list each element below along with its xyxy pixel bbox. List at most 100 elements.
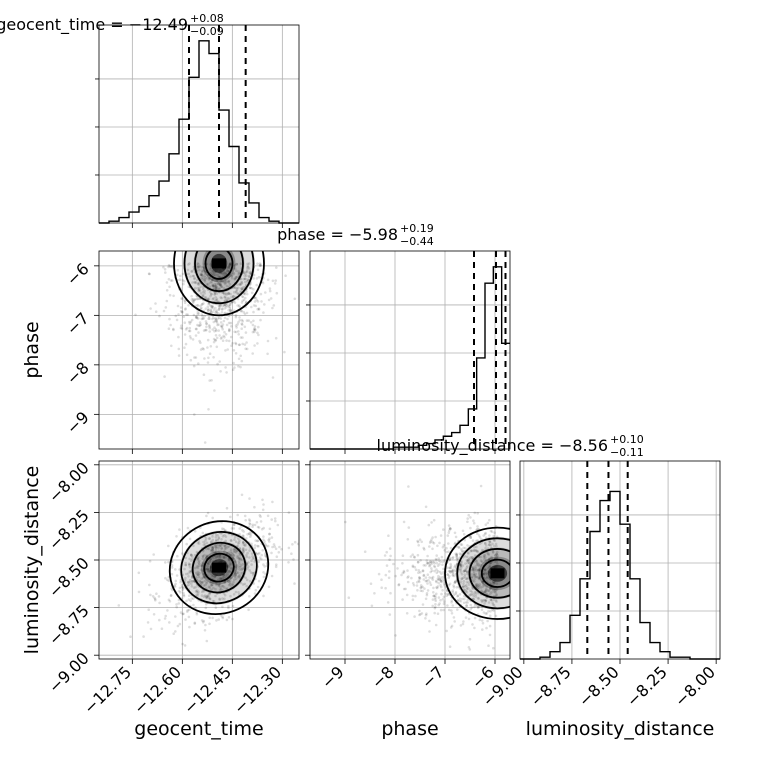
phase_vs_luminosity_distance-point — [443, 559, 446, 562]
geocent_time_vs_phase-point — [209, 268, 212, 271]
geocent_time_vs_phase-point — [239, 354, 242, 358]
phase_vs_luminosity_distance-point — [438, 577, 441, 581]
geocent_time_vs_luminosity_distance-point — [268, 532, 271, 536]
phase_vs_luminosity_distance-point — [460, 560, 463, 563]
phase_vs_luminosity_distance-point — [476, 605, 480, 609]
phase_vs_luminosity_distance-point — [483, 584, 486, 587]
phase_vs_luminosity_distance-point — [482, 611, 486, 614]
geocent_time_vs_luminosity_distance-point — [184, 561, 187, 565]
phase_vs_luminosity_distance-point — [471, 539, 475, 542]
phase_vs_luminosity_distance-point — [462, 588, 466, 591]
geocent_time_vs_phase-point — [227, 266, 231, 269]
geocent_time_vs_luminosity_distance-point — [202, 576, 205, 580]
geocent_time_vs_luminosity_distance-point — [173, 585, 177, 588]
geocent_time_vs_phase-point — [252, 310, 255, 314]
geocent_time_vs_luminosity_distance-point — [208, 592, 211, 596]
geocent_time_vs_luminosity_distance-point — [261, 549, 265, 552]
geocent_time_vs_phase-point — [226, 348, 229, 351]
geocent_time_vs_luminosity_distance-point — [223, 586, 226, 589]
phase_vs_luminosity_distance-point — [476, 527, 479, 531]
phase_vs_luminosity_distance-point — [466, 565, 469, 568]
phase_vs_luminosity_distance-point — [480, 600, 484, 604]
phase_vs_luminosity_distance-point — [464, 569, 468, 572]
geocent_time_vs_luminosity_distance-point — [216, 538, 220, 542]
geocent_time_vs_luminosity_distance-point — [262, 535, 265, 538]
geocent_time_vs_phase-point — [230, 274, 234, 278]
geocent_time_vs_luminosity_distance-point — [241, 534, 245, 537]
geocent_time_vs_luminosity_distance-point — [223, 545, 227, 548]
phase_vs_luminosity_distance-point — [441, 560, 445, 564]
phase_vs_luminosity_distance-point — [431, 547, 434, 551]
phase_vs_luminosity_distance-point — [456, 608, 459, 611]
phase_vs_luminosity_distance-point — [431, 578, 435, 581]
geocent_time_vs_phase-point — [213, 389, 216, 392]
geocent_time_vs_luminosity_distance-point — [214, 533, 218, 536]
geocent_time_vs_luminosity_distance-point — [209, 558, 212, 561]
geocent_time_vs_phase-point — [215, 297, 219, 301]
phase_vs_luminosity_distance-point — [402, 520, 406, 524]
phase_vs_luminosity_distance-point — [420, 540, 424, 544]
phase_vs_luminosity_distance-point — [487, 610, 490, 613]
phase_vs_luminosity_distance-point — [433, 594, 437, 598]
geocent_time_vs_phase-point — [228, 305, 231, 308]
phase_vs_luminosity_distance-point — [416, 560, 420, 564]
geocent_time_vs_luminosity_distance-point — [240, 571, 244, 575]
geocent_time_vs_phase-point — [180, 327, 184, 330]
geocent_time_vs_phase-point — [259, 263, 262, 267]
geocent_time_vs_phase-point — [227, 309, 230, 312]
geocent_time_vs_luminosity_distance-point — [226, 545, 229, 549]
geocent_time_vs_phase-point — [247, 319, 251, 322]
phase_vs_luminosity_distance-point — [467, 587, 470, 590]
geocent_time_vs_phase-point — [195, 316, 199, 320]
geocent_time_vs_phase-point — [209, 263, 212, 266]
phase_vs_luminosity_distance-point — [482, 582, 485, 586]
geocent_time_vs_phase-contour-group — [173, 251, 265, 317]
phase_vs_luminosity_distance-point — [431, 536, 434, 539]
geocent_time_vs_luminosity_distance-point — [273, 517, 277, 520]
geocent_time_vs_phase-point — [194, 315, 198, 319]
geocent_time_vs_phase-point — [222, 270, 226, 274]
phase_vs_luminosity_distance-point — [463, 538, 467, 542]
geocent_time_vs_luminosity_distance-point — [251, 557, 255, 561]
geocent_time_vs_luminosity_distance-point — [221, 565, 224, 569]
geocent_time_vs_phase-point — [203, 280, 207, 283]
geocent_time_vs_phase-point — [222, 287, 226, 290]
geocent_time_vs_luminosity_distance-point — [225, 551, 229, 555]
geocent_time_vs_luminosity_distance-point — [178, 568, 181, 571]
phase_vs_luminosity_distance-point — [471, 568, 475, 571]
geocent_time_vs_phase-point — [213, 273, 217, 277]
geocent_time_vs_phase-point — [216, 362, 219, 366]
phase_vs_luminosity_distance-point — [493, 531, 496, 534]
phase_vs_luminosity_distance-point — [442, 543, 446, 547]
phase_vs_luminosity_distance-point — [467, 558, 471, 561]
phase_vs_luminosity_distance-point — [465, 604, 468, 607]
geocent_time_vs_phase-point — [239, 309, 243, 313]
geocent_time_vs_luminosity_distance-point — [234, 573, 237, 576]
geocent_time_vs_luminosity_distance-point — [257, 526, 261, 529]
geocent_time_vs_phase-point — [218, 283, 222, 287]
geocent_time_vs_luminosity_distance-point — [205, 567, 209, 571]
geocent_time_vs_phase-contour-0 — [204, 251, 234, 280]
geocent_time_vs_luminosity_distance-point — [239, 564, 243, 567]
geocent_time_vs_phase-point — [165, 281, 169, 284]
geocent_time_vs_luminosity_distance-point — [214, 535, 218, 539]
hist-phase-steps — [310, 266, 510, 450]
phase_vs_luminosity_distance-point — [484, 558, 488, 562]
geocent_time_vs_phase-point — [213, 284, 216, 288]
geocent_time_vs_phase-point — [242, 292, 246, 296]
geocent_time_vs_luminosity_distance-point — [186, 581, 190, 584]
phase_vs_luminosity_distance-point — [495, 556, 498, 560]
geocent_time_vs_phase-point — [240, 327, 243, 331]
geocent_time_vs_luminosity_distance-point — [217, 566, 221, 569]
geocent_time_vs_luminosity_distance-point — [222, 527, 226, 531]
phase_vs_luminosity_distance-point — [462, 620, 465, 623]
geocent_time_vs_phase-point — [258, 264, 262, 267]
geocent_time_vs_phase-point — [206, 361, 210, 364]
phase_vs_luminosity_distance-point — [451, 591, 455, 594]
geocent_time_vs_phase-point — [240, 301, 244, 304]
geocent_time_vs_phase-point — [240, 318, 244, 322]
geocent_time_vs_phase-point — [194, 281, 197, 285]
xtick-label-geocent_time-1: −12.60 — [130, 662, 185, 717]
geocent_time_vs_phase-point — [219, 268, 223, 272]
geocent_time_vs_phase-point — [223, 299, 227, 302]
